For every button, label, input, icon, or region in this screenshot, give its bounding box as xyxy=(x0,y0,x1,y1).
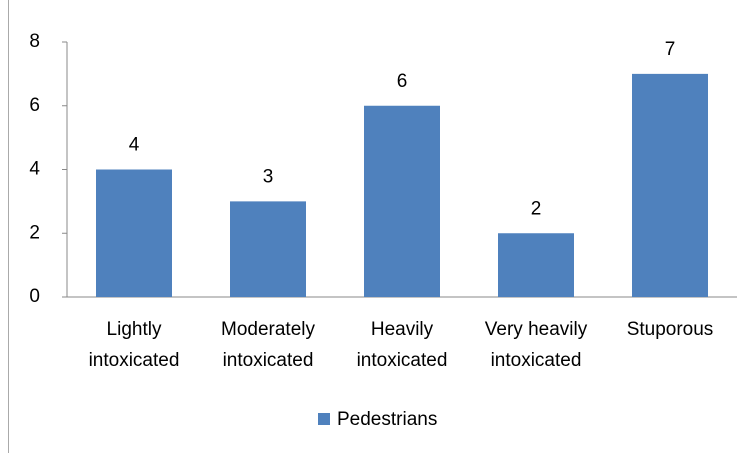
y-tick-label: 8 xyxy=(29,31,40,52)
y-tick-label: 4 xyxy=(29,159,40,180)
legend-label: Pedestrians xyxy=(337,409,437,430)
data-label: 3 xyxy=(263,166,274,187)
x-tick-label: Stuporous xyxy=(627,319,714,340)
data-label: 2 xyxy=(531,198,542,219)
bar xyxy=(230,201,306,297)
legend-swatch xyxy=(318,413,330,425)
bar xyxy=(632,73,708,297)
y-tick-label: 0 xyxy=(29,286,40,307)
y-tick-label: 6 xyxy=(29,95,40,116)
data-label: 4 xyxy=(129,135,140,156)
bar xyxy=(364,105,440,297)
y-tick-label: 2 xyxy=(29,222,40,243)
x-tick-label: Very heavily intoxicated xyxy=(485,319,588,371)
data-label: 7 xyxy=(665,39,676,60)
bar xyxy=(498,233,574,297)
bar xyxy=(96,169,172,297)
chart-border xyxy=(8,0,9,453)
x-tick-label: Heavily intoxicated xyxy=(357,319,448,371)
data-label: 6 xyxy=(397,71,408,92)
x-tick-label: Lightly intoxicated xyxy=(89,319,180,371)
x-tick-label: Moderately intoxicated xyxy=(221,319,315,371)
